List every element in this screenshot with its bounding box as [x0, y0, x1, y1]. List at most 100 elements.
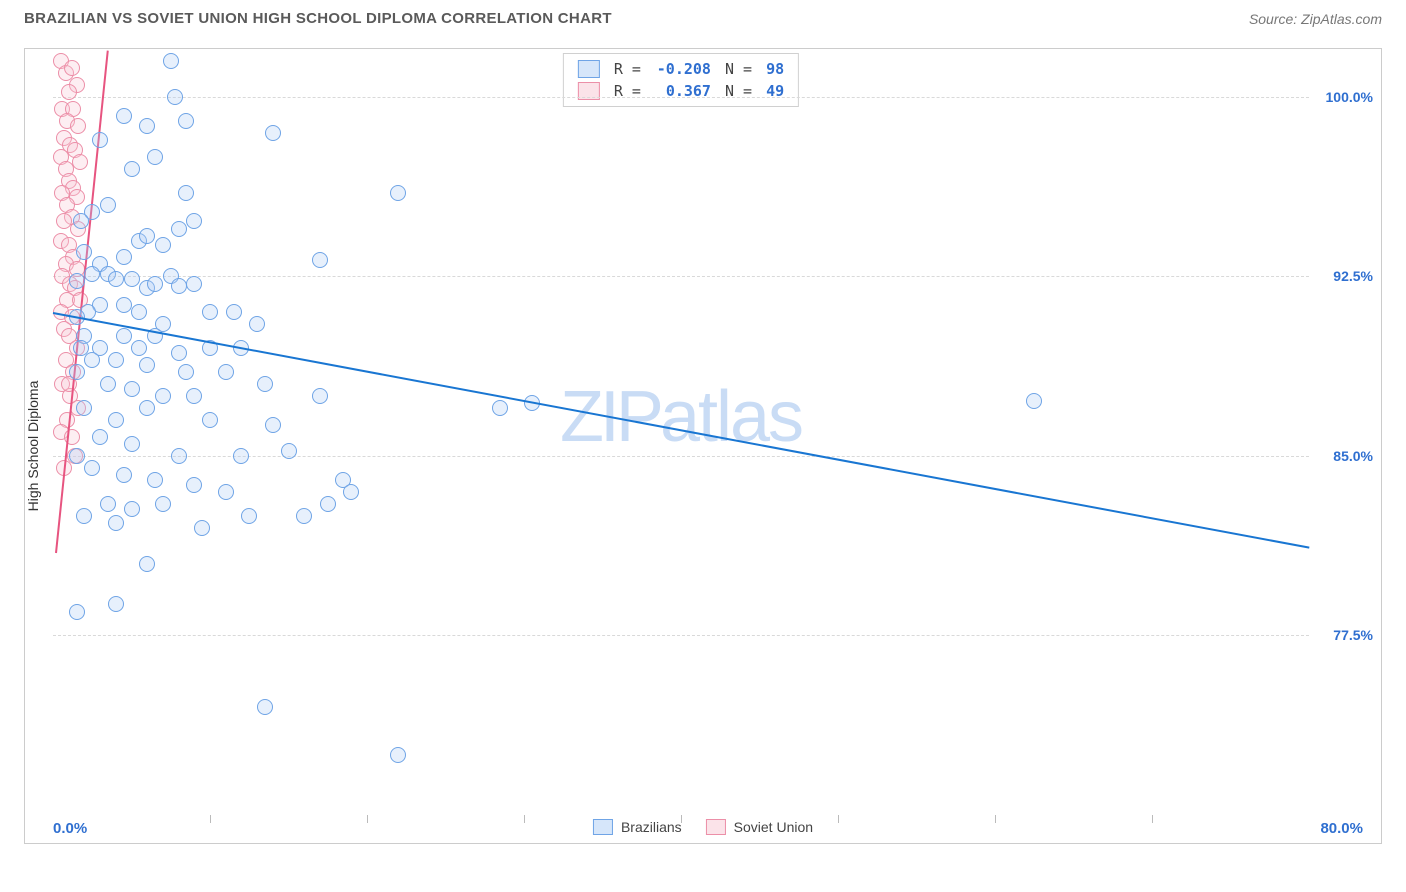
y-axis-label: High School Diploma — [25, 381, 41, 512]
legend-label: Soviet Union — [734, 819, 813, 835]
data-point — [194, 520, 210, 536]
data-point — [131, 304, 147, 320]
data-point — [108, 271, 124, 287]
data-point — [108, 596, 124, 612]
data-point — [108, 352, 124, 368]
data-point — [312, 252, 328, 268]
correlation-legend: R =-0.208N =98R =0.367N =49 — [563, 53, 799, 107]
legend-label: Brazilians — [621, 819, 682, 835]
data-point — [281, 443, 297, 459]
chart-header: BRAZILIAN VS SOVIET UNION HIGH SCHOOL DI… — [0, 0, 1406, 35]
data-point — [100, 376, 116, 392]
data-point — [241, 508, 257, 524]
data-point — [147, 472, 163, 488]
data-point — [76, 508, 92, 524]
data-point — [124, 161, 140, 177]
data-point — [92, 132, 108, 148]
data-point — [1026, 393, 1042, 409]
data-point — [116, 328, 132, 344]
legend-r-key: R = — [614, 60, 641, 78]
x-axis-max-label: 80.0% — [1320, 820, 1363, 837]
data-point — [226, 304, 242, 320]
gridline — [53, 276, 1309, 277]
data-point — [320, 496, 336, 512]
data-point — [202, 412, 218, 428]
data-point — [257, 699, 273, 715]
data-point — [84, 352, 100, 368]
data-point — [124, 436, 140, 452]
data-point — [147, 149, 163, 165]
data-point — [100, 496, 116, 512]
x-tick — [838, 815, 839, 823]
data-point — [186, 388, 202, 404]
data-point — [265, 417, 281, 433]
gridline — [53, 635, 1309, 636]
data-point — [108, 412, 124, 428]
data-point — [69, 604, 85, 620]
chart-source: Source: ZipAtlas.com — [1249, 11, 1382, 27]
data-point — [69, 364, 85, 380]
data-point — [124, 271, 140, 287]
legend-row: R =-0.208N =98 — [578, 60, 784, 78]
data-point — [116, 467, 132, 483]
x-tick — [210, 815, 211, 823]
data-point — [233, 448, 249, 464]
data-point — [69, 448, 85, 464]
legend-item: Soviet Union — [706, 819, 813, 835]
x-tick — [367, 815, 368, 823]
data-point — [186, 276, 202, 292]
y-tick-label: 100.0% — [1326, 89, 1373, 105]
data-point — [171, 345, 187, 361]
data-point — [69, 273, 85, 289]
x-tick — [524, 815, 525, 823]
data-point — [124, 381, 140, 397]
data-point — [72, 154, 88, 170]
x-tick — [1152, 815, 1153, 823]
x-axis-min-label: 0.0% — [53, 820, 87, 837]
data-point — [108, 515, 124, 531]
data-point — [171, 278, 187, 294]
data-point — [186, 477, 202, 493]
data-point — [155, 496, 171, 512]
plot-area: ZIPatlas R =-0.208N =98R =0.367N =49 — [53, 49, 1309, 815]
data-point — [265, 125, 281, 141]
x-tick — [995, 815, 996, 823]
data-point — [186, 213, 202, 229]
data-point — [116, 297, 132, 313]
data-point — [64, 60, 80, 76]
gridline — [53, 97, 1309, 98]
data-point — [155, 388, 171, 404]
data-point — [84, 266, 100, 282]
data-point — [171, 448, 187, 464]
data-point — [249, 316, 265, 332]
data-point — [131, 340, 147, 356]
data-point — [61, 84, 77, 100]
data-point — [92, 429, 108, 445]
data-point — [76, 400, 92, 416]
data-point — [70, 118, 86, 134]
data-point — [296, 508, 312, 524]
data-point — [178, 185, 194, 201]
watermark-atlas: atlas — [660, 377, 802, 457]
series-legend: Brazilians Soviet Union — [593, 819, 813, 835]
data-point — [139, 228, 155, 244]
data-point — [139, 556, 155, 572]
data-point — [147, 276, 163, 292]
data-point — [312, 388, 328, 404]
data-point — [76, 244, 92, 260]
legend-n-key: N = — [725, 60, 752, 78]
data-point — [84, 460, 100, 476]
data-point — [73, 213, 89, 229]
data-point — [492, 400, 508, 416]
legend-n-value: 98 — [766, 60, 784, 78]
data-point — [218, 484, 234, 500]
data-point — [171, 221, 187, 237]
data-point — [155, 237, 171, 253]
chart-title: BRAZILIAN VS SOVIET UNION HIGH SCHOOL DI… — [24, 10, 612, 27]
data-point — [116, 249, 132, 265]
legend-swatch — [578, 60, 600, 78]
data-point — [163, 53, 179, 69]
data-point — [178, 113, 194, 129]
data-point — [73, 340, 89, 356]
data-point — [178, 364, 194, 380]
